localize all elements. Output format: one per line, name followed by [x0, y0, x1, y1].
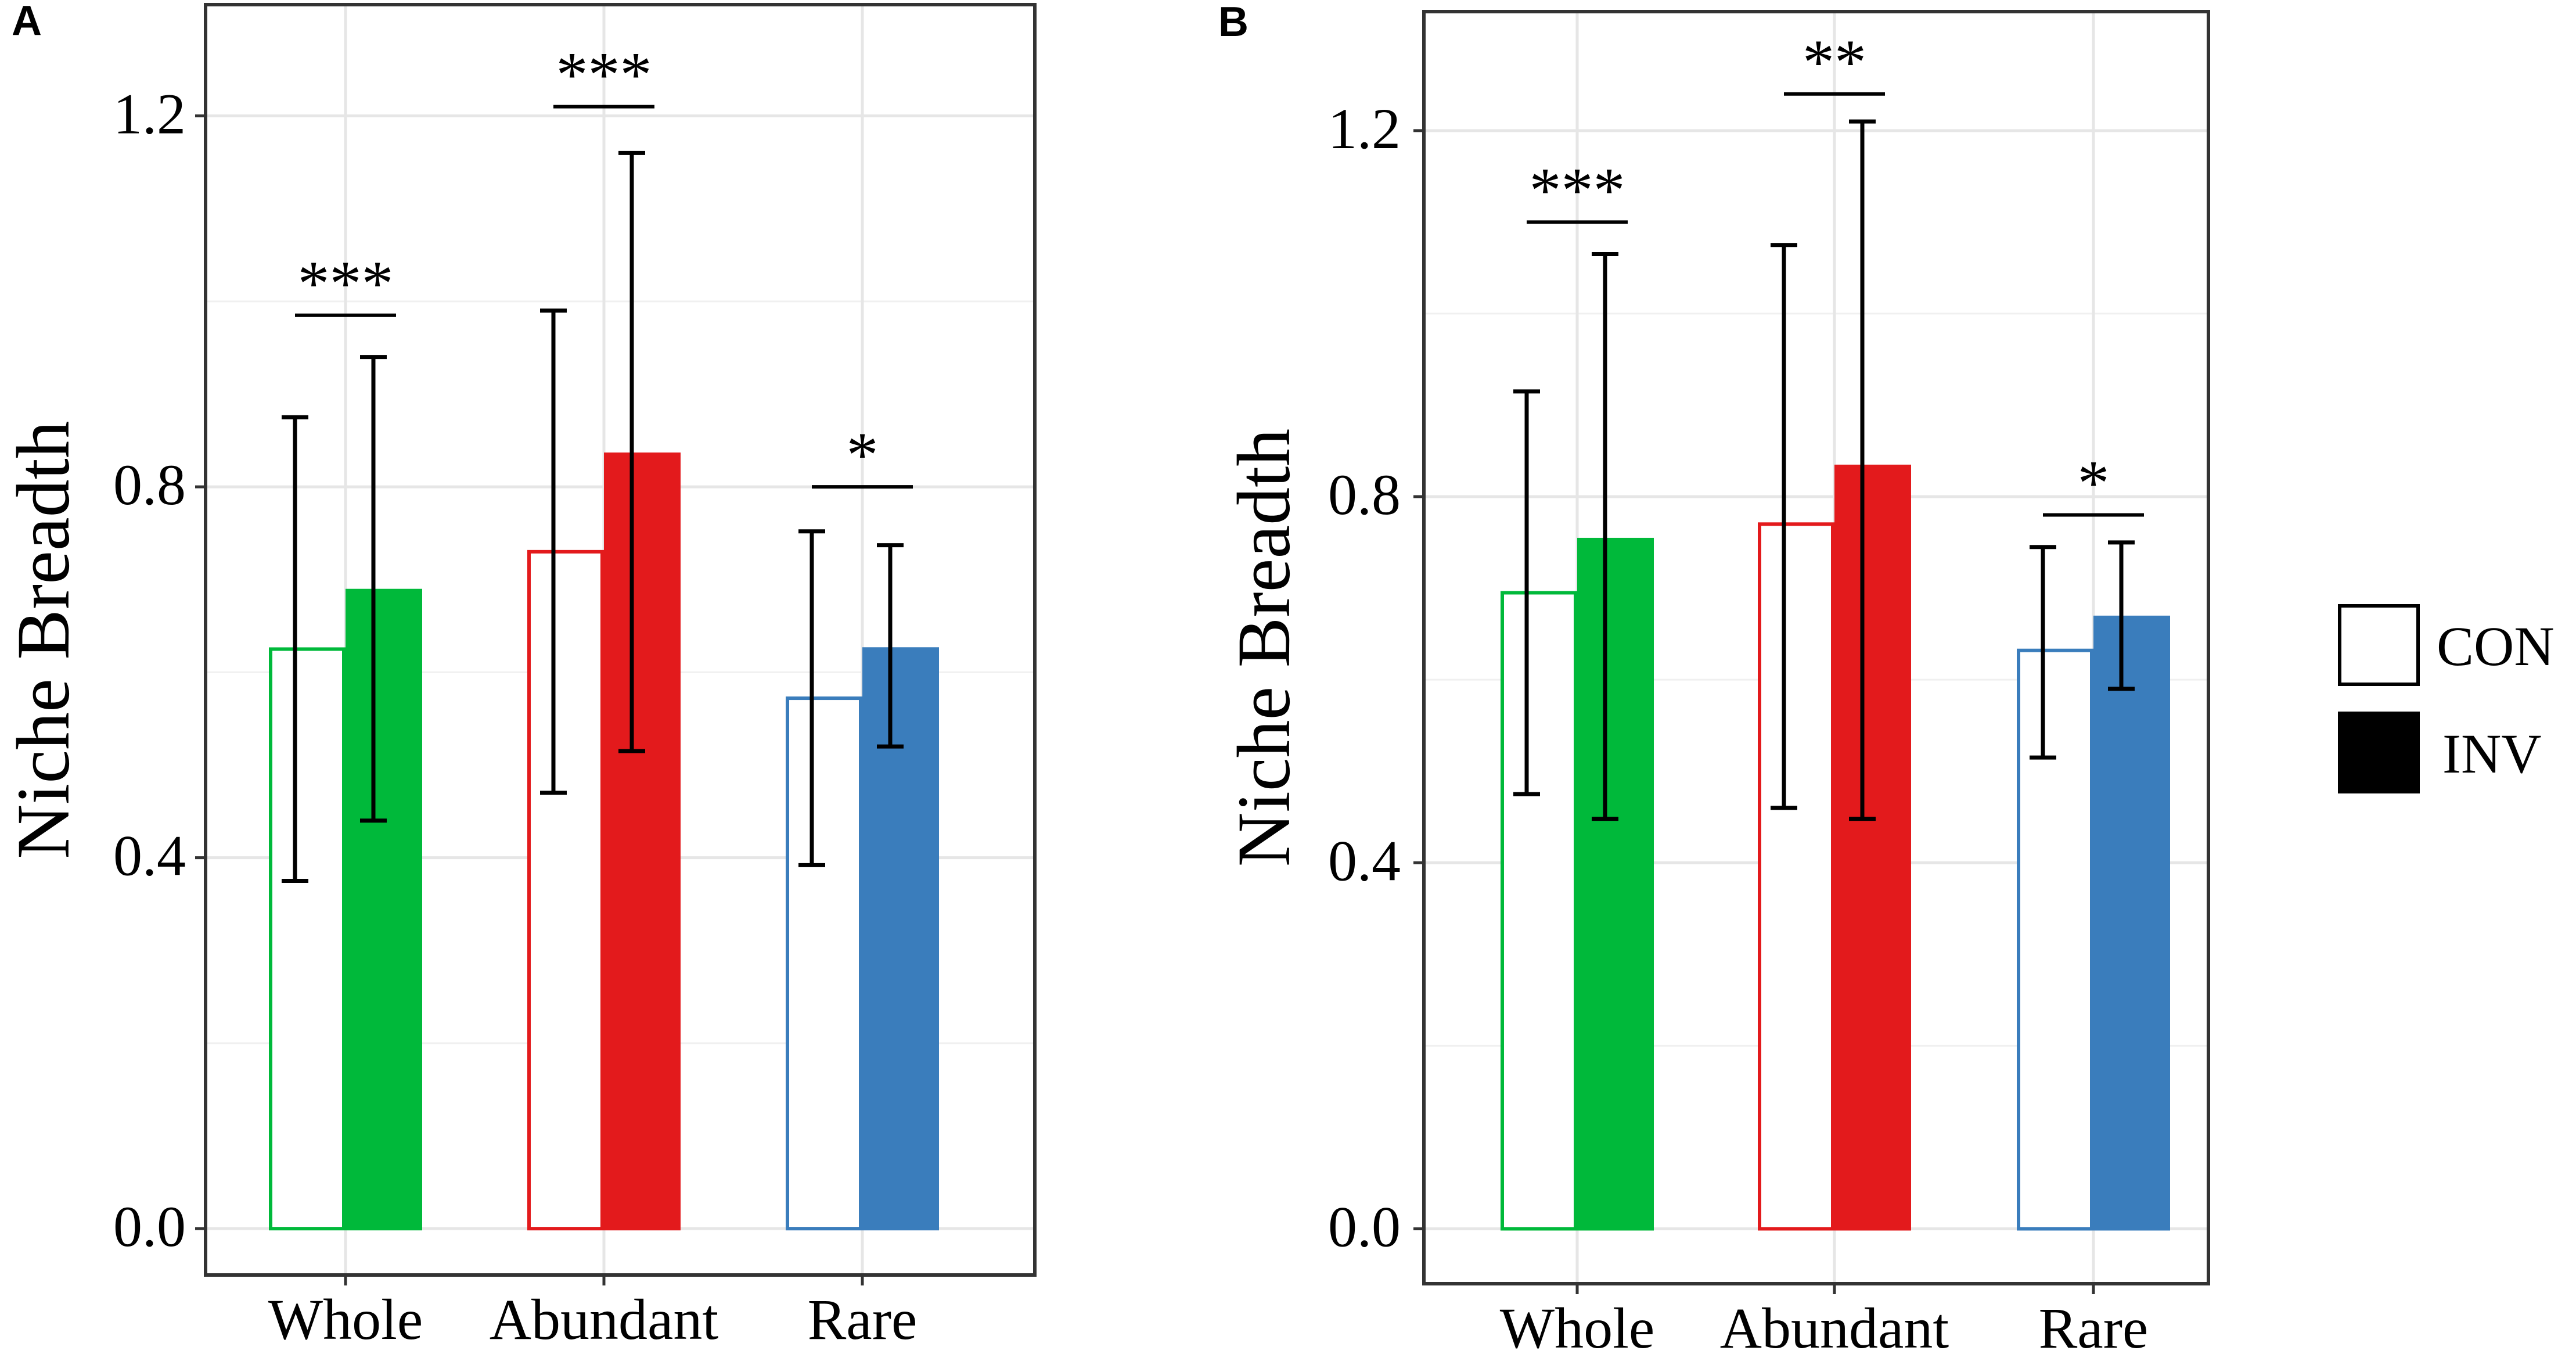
y-tick-label: 0.4	[1328, 828, 1401, 893]
legend-label-inv: INV	[2442, 723, 2542, 785]
bar-inv-abundant	[604, 452, 681, 1231]
plot-border	[204, 3, 1037, 1277]
y-tick-label: 0.0	[113, 1194, 186, 1259]
bar-inv-rare	[2093, 615, 2170, 1231]
significance-label: **	[1803, 27, 1866, 98]
y-tick-label: 0.0	[1328, 1194, 1401, 1259]
panel-label: B	[1218, 0, 1249, 45]
y-tick-label: 0.8	[1328, 462, 1401, 527]
bar-con-abundant	[1758, 522, 1834, 1231]
y-tick-label: 0.8	[113, 452, 186, 517]
bar-inv-whole	[346, 588, 422, 1231]
significance-label: *	[847, 419, 879, 490]
panel-label: A	[12, 0, 42, 44]
y-tick-label: 0.4	[113, 824, 186, 888]
legend: CON INV	[2338, 604, 2555, 793]
legend-label-con: CON	[2437, 615, 2555, 677]
y-axis-label: Niche Breadth	[2, 421, 85, 859]
bar-inv-whole	[1577, 537, 1654, 1231]
x-tick-label: Whole	[1500, 1296, 1655, 1354]
bar-con-whole	[269, 647, 346, 1231]
bar-inv-abundant	[1834, 464, 1911, 1231]
bar-inv-rare	[862, 647, 939, 1231]
y-axis-label: Niche Breadth	[1222, 429, 1306, 867]
significance-label: ***	[556, 39, 652, 110]
bar-con-abundant	[527, 549, 604, 1231]
plot-border	[1422, 10, 2210, 1285]
significance-label: *	[2078, 448, 2110, 519]
y-tick-label: 1.2	[1328, 96, 1401, 161]
x-tick-label: Whole	[268, 1287, 423, 1352]
bar-con-rare	[2017, 648, 2093, 1231]
x-tick-label: Abundant	[490, 1287, 719, 1352]
x-tick-label: Rare	[808, 1287, 918, 1352]
significance-label: ***	[1530, 155, 1625, 225]
legend-key-inv	[2338, 712, 2420, 793]
legend-key-con	[2338, 604, 2420, 686]
x-tick-label: Abundant	[1720, 1296, 1949, 1354]
x-tick-label: Rare	[2039, 1296, 2149, 1354]
y-tick-label: 1.2	[113, 82, 186, 146]
significance-label: ***	[298, 248, 394, 319]
bar-con-rare	[786, 696, 862, 1231]
bar-con-whole	[1501, 591, 1577, 1231]
